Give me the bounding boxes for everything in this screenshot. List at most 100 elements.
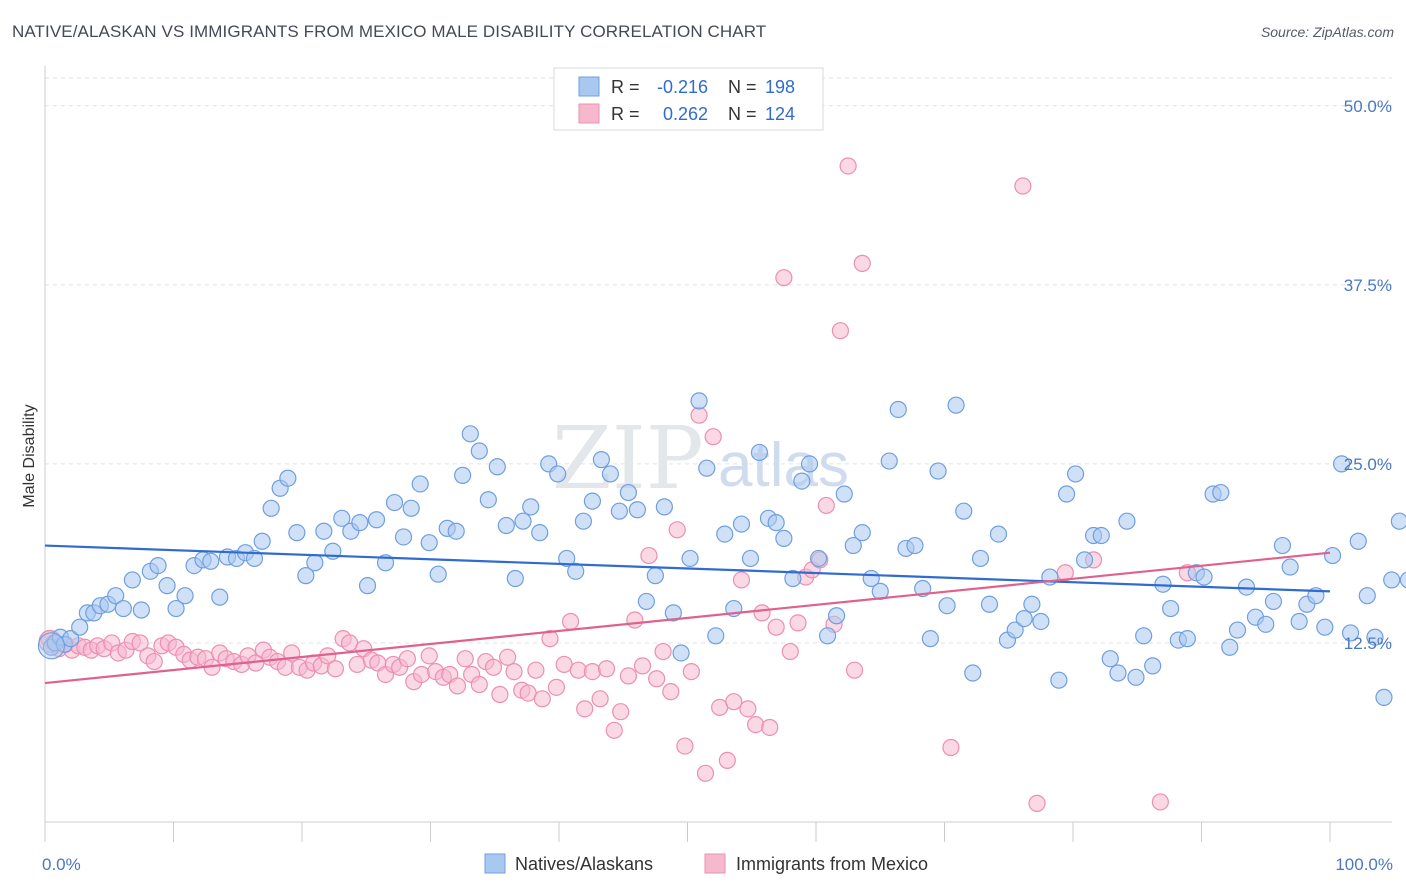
natives-point bbox=[1273, 536, 1292, 555]
natives-point bbox=[253, 532, 271, 550]
immigrants-point bbox=[456, 650, 474, 668]
x-tick-label: 100.0% bbox=[1335, 855, 1393, 874]
immigrants-point bbox=[640, 546, 658, 565]
immigrants-point bbox=[739, 700, 757, 718]
immigrants-point bbox=[576, 700, 594, 718]
natives-point bbox=[279, 469, 297, 487]
natives-point bbox=[889, 400, 907, 419]
natives-point bbox=[1316, 618, 1334, 636]
natives-point bbox=[672, 644, 690, 662]
natives-point bbox=[461, 425, 479, 443]
source-label: Source: ZipAtlas.com bbox=[1260, 24, 1394, 40]
natives-point bbox=[619, 483, 637, 502]
immigrants-point bbox=[853, 254, 871, 272]
natives-point bbox=[1023, 595, 1041, 613]
natives-point bbox=[1390, 512, 1406, 530]
natives-trend-line bbox=[44, 544, 1331, 593]
natives-point bbox=[262, 499, 280, 517]
x-tick-labels: 0.0% 100.0% bbox=[42, 855, 1393, 874]
natives-point bbox=[1281, 558, 1299, 576]
natives-point bbox=[1349, 532, 1367, 550]
stats-pink-swatch bbox=[578, 103, 600, 124]
immigrants-point bbox=[668, 521, 686, 539]
natives-point bbox=[664, 604, 682, 622]
stats-pink-n-label: N = bbox=[728, 104, 757, 124]
natives-point-cluster bbox=[37, 632, 66, 660]
immigrants-point bbox=[605, 721, 623, 739]
natives-point bbox=[488, 458, 506, 476]
stats-box: R = -0.216 N = 198 R = 0.262 N = 124 bbox=[553, 67, 824, 131]
natives-point bbox=[107, 587, 125, 605]
natives-point bbox=[980, 595, 999, 613]
y-axis-label: Male Disability bbox=[21, 404, 38, 507]
natives-point bbox=[402, 499, 420, 517]
immigrants-point bbox=[676, 737, 694, 755]
natives-point bbox=[1323, 546, 1342, 565]
immigrants-point bbox=[753, 604, 771, 622]
natives-point bbox=[420, 534, 438, 552]
natives-point bbox=[767, 514, 785, 532]
y-tick-label: 50.0% bbox=[1344, 97, 1392, 116]
natives-point bbox=[114, 599, 132, 618]
natives-point bbox=[306, 554, 324, 572]
natives-point bbox=[522, 498, 540, 516]
immigrants-point bbox=[626, 611, 644, 629]
natives-point bbox=[707, 627, 725, 645]
immigrants-point bbox=[505, 662, 523, 681]
immigrants-point bbox=[942, 738, 960, 757]
immigrants-point bbox=[561, 612, 580, 631]
immigrants-point bbox=[612, 703, 630, 721]
natives-point bbox=[158, 577, 176, 595]
immigrants-point bbox=[448, 677, 467, 695]
natives-point bbox=[470, 442, 488, 460]
natives-point bbox=[1383, 571, 1401, 589]
immigrants-point bbox=[547, 678, 566, 696]
natives-point bbox=[1066, 465, 1085, 483]
immigrants-point bbox=[326, 660, 345, 678]
natives-point bbox=[1057, 485, 1076, 503]
natives-point bbox=[1092, 526, 1110, 545]
legend-immigrants-swatch bbox=[704, 853, 726, 874]
natives-point bbox=[971, 549, 990, 568]
immigrants-point bbox=[619, 667, 637, 685]
immigrants-point bbox=[831, 322, 850, 340]
immigrants-point bbox=[597, 660, 616, 678]
immigrants-point bbox=[704, 428, 722, 446]
natives-point bbox=[71, 618, 89, 636]
immigrants-point bbox=[527, 661, 545, 679]
immigrants-point bbox=[775, 269, 793, 287]
natives-point bbox=[844, 536, 862, 555]
legend: Natives/Alaskans Immigrants from Mexico bbox=[484, 853, 928, 874]
natives-point bbox=[989, 525, 1008, 543]
axes bbox=[44, 66, 1392, 842]
watermark-atlas: atlas bbox=[718, 431, 849, 500]
natives-point bbox=[809, 549, 828, 568]
immigrants-point bbox=[569, 661, 587, 679]
natives-point bbox=[429, 565, 447, 583]
immigrants-point bbox=[398, 650, 416, 668]
legend-natives-label: Natives/Alaskans bbox=[515, 854, 653, 874]
natives-point bbox=[906, 536, 924, 555]
natives-point bbox=[628, 501, 646, 519]
natives-point bbox=[1127, 668, 1145, 686]
natives-point bbox=[394, 528, 413, 546]
natives-point bbox=[1178, 630, 1196, 648]
natives-point bbox=[1290, 612, 1308, 631]
natives-point bbox=[1358, 587, 1376, 605]
immigrants-point bbox=[1028, 794, 1046, 812]
natives-point bbox=[506, 569, 524, 588]
natives-point bbox=[610, 502, 628, 520]
natives-point bbox=[964, 664, 982, 682]
natives-point bbox=[592, 451, 611, 469]
x-tick-label: 0.0% bbox=[42, 855, 81, 874]
immigrants-point bbox=[591, 690, 609, 708]
immigrants-point bbox=[747, 715, 765, 734]
natives-point bbox=[358, 577, 377, 595]
immigrants-point bbox=[145, 652, 163, 671]
natives-point bbox=[288, 524, 306, 542]
series-natives-points bbox=[37, 392, 1406, 706]
immigrants-point bbox=[696, 764, 715, 782]
stats-pink-n-value: 124 bbox=[765, 104, 795, 124]
stats-blue-swatch bbox=[578, 76, 600, 97]
